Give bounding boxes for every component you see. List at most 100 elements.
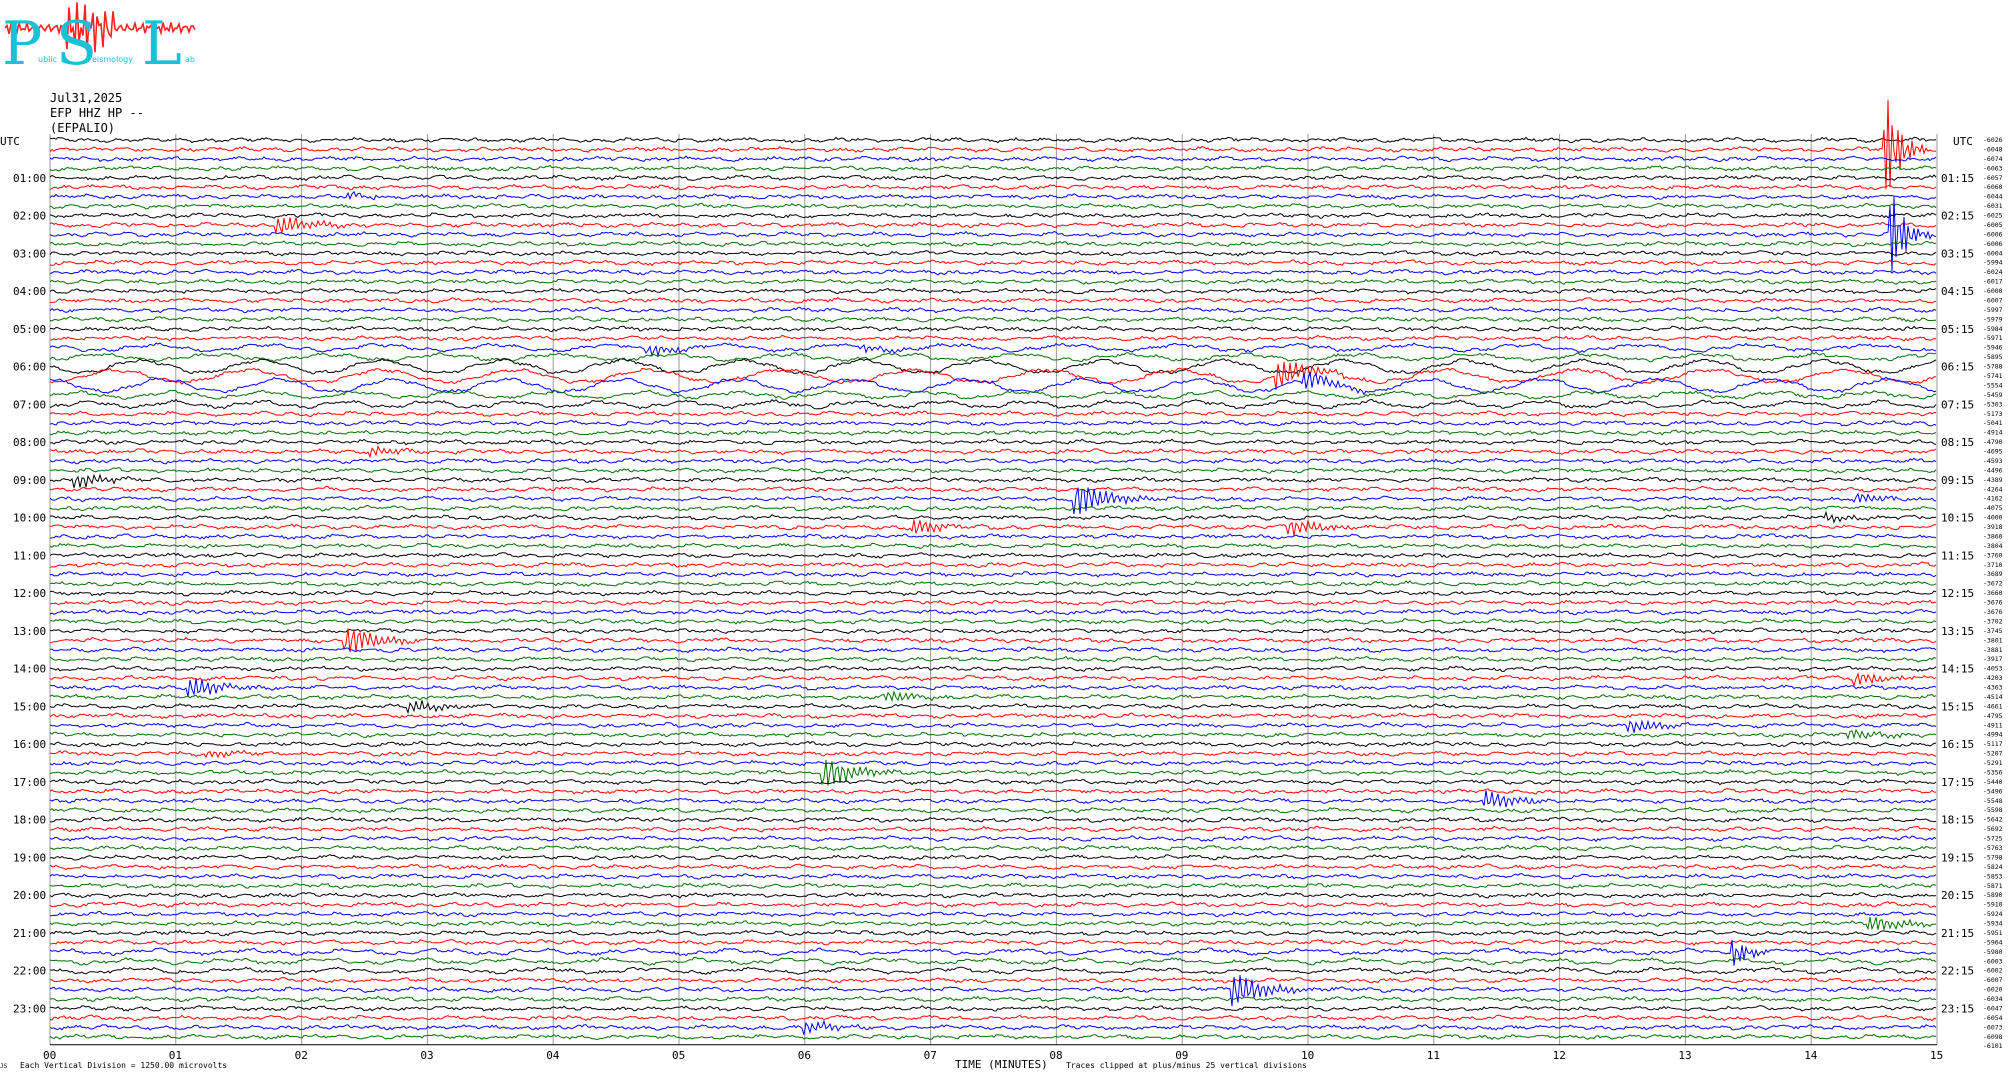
trace-offset-label: -4389 <box>1983 476 2003 484</box>
trace-offset-label: -5980 <box>1983 948 2003 956</box>
trace-52 <box>49 627 1937 635</box>
trace-8 <box>49 212 1937 219</box>
trace-offset-label: -5554 <box>1983 381 2003 389</box>
left-hour-label: 17:00 <box>13 776 46 789</box>
trace-86 <box>49 940 1937 966</box>
trace-offset-label: -3702 <box>1983 617 2003 625</box>
trace-offset-label: -4053 <box>1983 665 2003 673</box>
trace-offset-label: -3760 <box>1983 551 2003 559</box>
trace-offset-label: -6044 <box>1983 193 2003 201</box>
trace-offset-label: -5910 <box>1983 901 2003 909</box>
station-name: (EFPALIO) <box>50 121 116 135</box>
trace-offset-label: -5642 <box>1983 816 2003 824</box>
trace-offset-label: -4911 <box>1983 721 2003 729</box>
x-tick-label: 08 <box>1049 1049 1062 1062</box>
logo-letter-p: P <box>2 9 42 79</box>
trace-21 <box>49 334 1937 342</box>
left-hour-label: 21:00 <box>13 927 46 940</box>
logo-letter-l: L <box>142 9 182 79</box>
right-hour-label: 14:15 <box>1941 663 1974 676</box>
left-hour-label: 14:00 <box>13 663 46 676</box>
x-tick-label: 12 <box>1553 1049 1566 1062</box>
trace-93 <box>49 1014 1937 1022</box>
trace-63 <box>49 728 1937 740</box>
trace-offset-label: -5041 <box>1983 419 2003 427</box>
trace-offset-label: -4914 <box>1983 429 2003 437</box>
trace-3 <box>49 164 1937 172</box>
logo-word-eismology: eismology <box>92 55 133 64</box>
left-hour-label: 01:00 <box>13 172 46 185</box>
trace-37 <box>49 485 1937 493</box>
trace-28 <box>49 398 1937 410</box>
right-hour-label: 22:15 <box>1941 965 1974 978</box>
x-tick-label: 04 <box>546 1049 560 1062</box>
x-tick-label: 11 <box>1427 1049 1440 1062</box>
trace-24 <box>49 357 1937 375</box>
trace-offset-label: -3801 <box>1983 636 2003 644</box>
trace-69 <box>49 787 1937 795</box>
right-hour-label: 23:15 <box>1941 1002 1974 1015</box>
trace-offset-label: -3745 <box>1983 627 2003 635</box>
trace-5 <box>49 183 1937 191</box>
trace-14 <box>49 268 1937 276</box>
trace-46 <box>49 570 1937 578</box>
trace-10 <box>49 196 1937 272</box>
trace-38 <box>49 487 1937 515</box>
trace-48 <box>49 589 1937 597</box>
logo-word-ublic: ublic <box>38 55 57 64</box>
trace-offset-label: -4661 <box>1983 702 2003 710</box>
right-hour-label: 21:15 <box>1941 927 1974 940</box>
trace-53 <box>49 628 1937 653</box>
trace-offset-label: -5997 <box>1983 306 2003 314</box>
trace-12 <box>49 250 1937 257</box>
trace-65 <box>49 749 1937 759</box>
trace-offset-label: -3676 <box>1983 608 2003 616</box>
right-hour-label: 16:15 <box>1941 738 1974 751</box>
trace-55 <box>49 655 1937 663</box>
left-hour-label: 02:00 <box>13 210 46 223</box>
trace-offset-label: -6034 <box>1983 995 2003 1003</box>
left-hour-label: 18:00 <box>13 814 46 827</box>
trace-offset-label: -5788 <box>1983 363 2003 371</box>
trace-58 <box>49 678 1937 697</box>
trace-0 <box>49 136 1937 144</box>
trace-offset-label: -6026 <box>1983 136 2003 144</box>
minute-grid <box>49 134 1938 1046</box>
left-hour-label: 07:00 <box>13 398 46 411</box>
trace-offset-label: -3917 <box>1983 655 2003 663</box>
right-hour-label: 15:15 <box>1941 700 1974 713</box>
trace-45 <box>49 561 1937 569</box>
trace-offset-label: -5692 <box>1983 825 2003 833</box>
trace-7 <box>49 202 1937 210</box>
trace-offset-label: -6006 <box>1983 240 2003 248</box>
trace-offset-label: -6098 <box>1983 1033 2003 1041</box>
right-hour-label: 09:15 <box>1941 474 1974 487</box>
x-tick-label: 02 <box>295 1049 308 1062</box>
left-hour-label: 04:00 <box>13 285 46 298</box>
utc-label-left: UTC <box>0 135 20 148</box>
trace-offset-label: -6060 <box>1983 183 2003 191</box>
trace-62 <box>49 719 1937 734</box>
trace-offset-label: -5946 <box>1983 344 2003 352</box>
trace-offset-label: -4264 <box>1983 485 2003 493</box>
trace-51 <box>49 618 1937 625</box>
trace-offset-label: -6017 <box>1983 278 2003 286</box>
trace-offset-label: -3672 <box>1983 580 2003 588</box>
trace-15 <box>49 278 1937 285</box>
trace-offset-label: -3881 <box>1983 646 2003 654</box>
trace-85 <box>49 939 1937 946</box>
trace-offset-label: -6005 <box>1983 221 2003 229</box>
trace-offset-label: -5459 <box>1983 391 2003 399</box>
trace-79 <box>49 882 1937 890</box>
trace-13 <box>49 259 1937 267</box>
x-tick-label: 10 <box>1301 1049 1314 1062</box>
trace-offset-label: -3918 <box>1983 523 2003 531</box>
x-tick-label: 07 <box>924 1049 937 1062</box>
trace-30 <box>49 419 1937 427</box>
trace-offset-label: -6047 <box>1983 1004 2003 1012</box>
trace-87 <box>49 956 1937 966</box>
trace-offset-label: -5548 <box>1983 797 2003 805</box>
trace-77 <box>49 863 1937 871</box>
trace-offset-label: -5496 <box>1983 787 2003 795</box>
trace-59 <box>49 690 1937 703</box>
